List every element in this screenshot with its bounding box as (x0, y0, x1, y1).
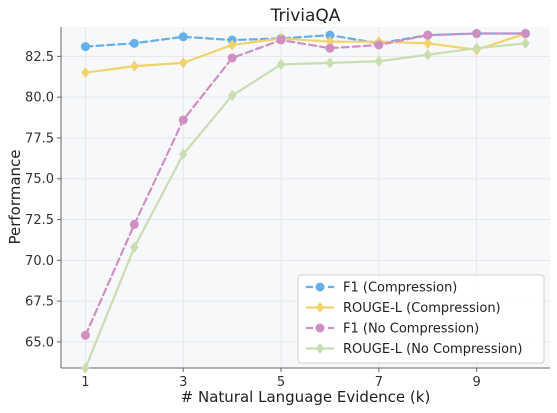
data-point (179, 116, 188, 125)
legend-swatch-marker (316, 283, 325, 292)
data-point (130, 220, 139, 229)
y-tick-label: 77.5 (25, 131, 54, 146)
data-point (81, 42, 90, 51)
data-point (81, 331, 90, 340)
data-point (374, 40, 383, 49)
data-point (521, 29, 530, 38)
data-point (228, 54, 237, 63)
y-tick-label: 70.0 (25, 254, 54, 269)
x-axis-title: # Natural Language Evidence (k) (181, 388, 431, 406)
legend-swatch-marker (316, 324, 325, 333)
legend-label: ROUGE-L (Compression) (343, 301, 501, 316)
y-tick-label: 80.0 (25, 91, 54, 106)
legend-label: F1 (No Compression) (343, 322, 479, 337)
data-point (277, 36, 286, 45)
legend-label: ROUGE-L (No Compression) (343, 342, 522, 357)
chart-title: TriviaQA (270, 6, 341, 26)
data-point (130, 39, 139, 48)
x-tick-label: 1 (81, 375, 89, 390)
y-tick-label: 67.5 (25, 295, 54, 310)
y-tick-label: 65.0 (25, 335, 54, 350)
legend: F1 (Compression) ROUGE-L (Compression) F1 … (298, 275, 544, 363)
data-point (423, 31, 432, 40)
legend-label: F1 (Compression) (343, 281, 457, 296)
y-axis-title: Performance (6, 149, 24, 244)
data-point (179, 32, 188, 41)
data-point (472, 29, 481, 38)
y-tick-label: 72.5 (25, 213, 54, 228)
data-point (325, 44, 334, 53)
y-tick-label: 75.0 (25, 172, 54, 187)
y-tick-label: 82.5 (25, 50, 54, 65)
x-tick-label: 9 (473, 375, 481, 390)
